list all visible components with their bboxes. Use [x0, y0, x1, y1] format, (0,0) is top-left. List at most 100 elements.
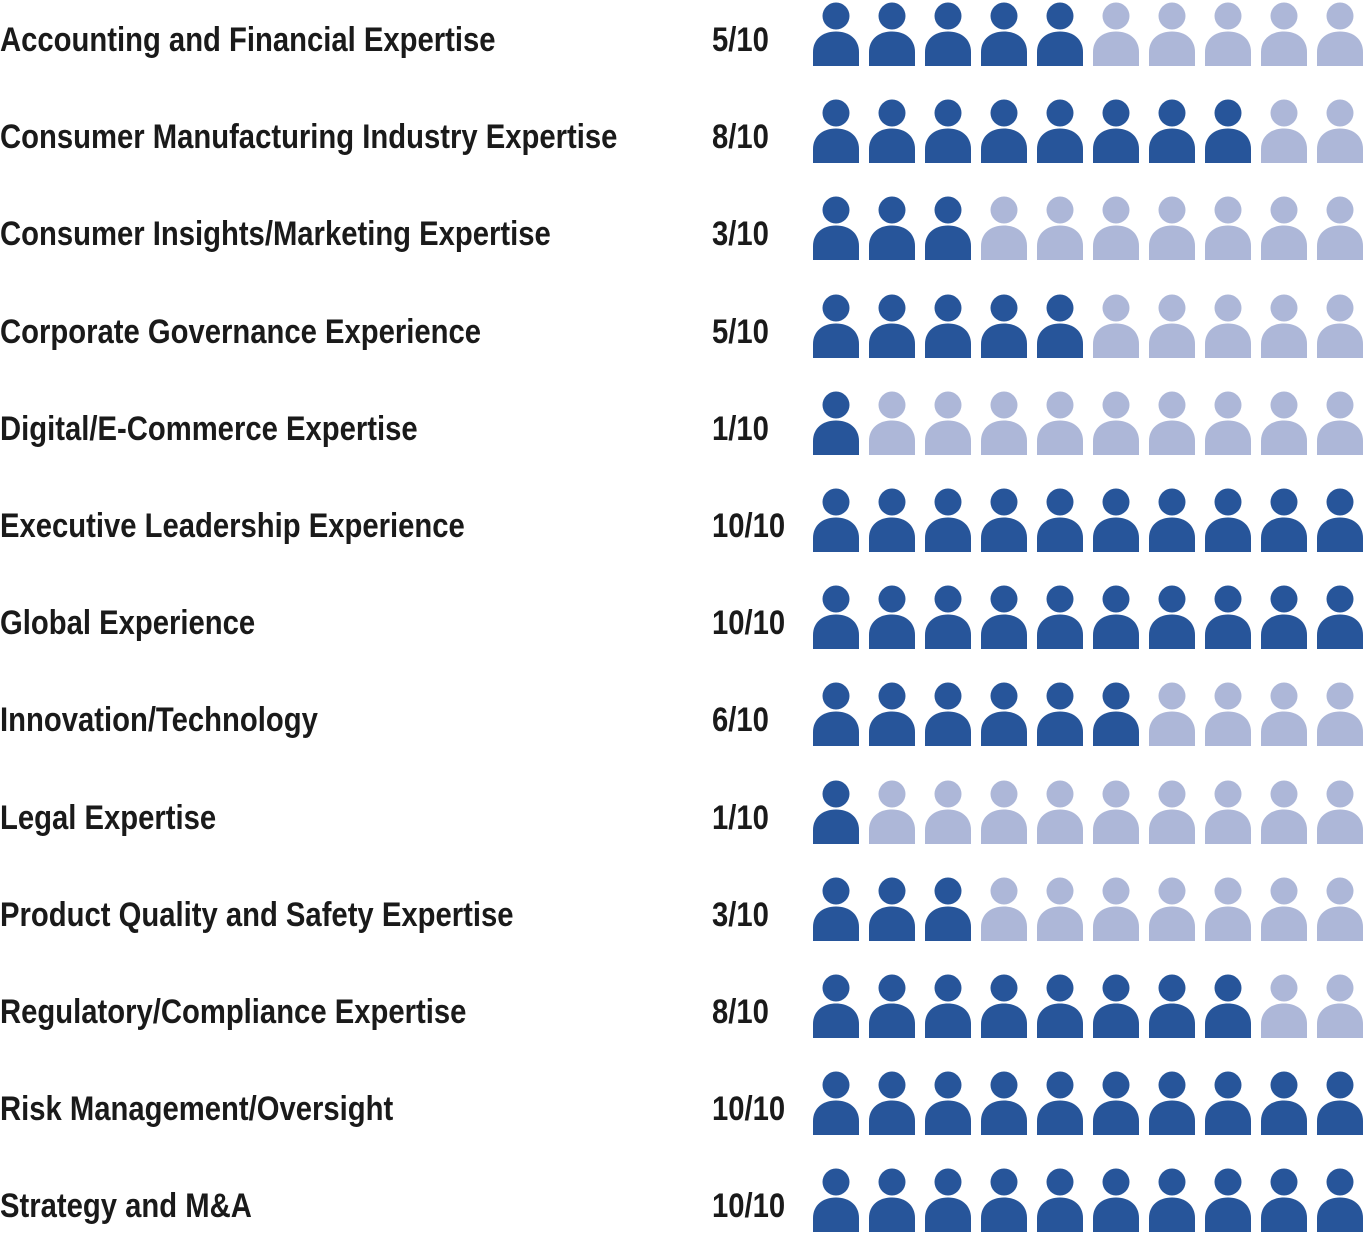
person-icon-filled: [813, 1071, 859, 1136]
person-icon-filled: [1037, 294, 1083, 358]
person-icon-filled: [1149, 488, 1195, 552]
skill-label: Accounting and Financial Expertise: [0, 21, 496, 59]
person-icon-filled: [813, 877, 859, 941]
person-icon-filled: [1317, 1071, 1363, 1136]
person-icon-filled: [1205, 1071, 1251, 1136]
person-icon-filled: [1261, 585, 1307, 650]
person-icon-filled: [981, 682, 1027, 747]
person-icon-empty: [1205, 391, 1251, 455]
person-icon-filled: [869, 1071, 915, 1136]
person-icon-filled: [869, 294, 915, 358]
person-icon-filled: [1149, 585, 1195, 650]
person-icon-filled: [813, 2, 859, 66]
count-label: 10/10: [712, 1187, 786, 1226]
person-icon-filled: [1037, 682, 1083, 747]
person-icon-filled: [813, 294, 859, 358]
person-icon-filled: [869, 877, 915, 941]
person-icon-filled: [813, 1168, 859, 1233]
person-icon-empty: [1149, 682, 1195, 747]
person-icon-empty: [1037, 780, 1083, 844]
person-icon-filled: [1093, 1071, 1139, 1136]
person-icon-filled: [925, 99, 971, 164]
count-label: 10/10: [712, 1090, 786, 1129]
person-icon-empty: [1093, 877, 1139, 941]
person-icon-filled: [1317, 488, 1363, 552]
person-icon-filled: [869, 196, 915, 261]
person-icon-empty: [1205, 294, 1251, 358]
person-icon-filled: [869, 585, 915, 650]
count-label: 1/10: [712, 409, 769, 448]
skill-label: Executive Leadership Experience: [0, 507, 465, 545]
person-icon-filled: [981, 2, 1027, 66]
person-icon-empty: [1261, 294, 1307, 358]
person-icon-filled: [1261, 488, 1307, 552]
person-icon-empty: [1037, 877, 1083, 941]
person-icon-empty: [981, 877, 1027, 941]
person-icon-filled: [1037, 1168, 1083, 1233]
person-icon-filled: [925, 294, 971, 358]
person-icon-empty: [1205, 877, 1251, 941]
person-icon-empty: [1317, 974, 1363, 1038]
person-icon-filled: [1093, 99, 1139, 164]
person-icon-filled: [1093, 488, 1139, 552]
count-label: 10/10: [712, 604, 786, 643]
skill-label: Regulatory/Compliance Expertise: [0, 993, 467, 1031]
person-icon-filled: [813, 391, 859, 455]
person-icon-empty: [1093, 2, 1139, 66]
person-icon-filled: [981, 974, 1027, 1038]
person-icon-empty: [1205, 2, 1251, 66]
person-icon-empty: [1317, 780, 1363, 844]
person-icon-empty: [1205, 780, 1251, 844]
person-icon-filled: [1205, 1168, 1251, 1233]
count-label: 8/10: [712, 118, 769, 157]
count-label: 8/10: [712, 993, 769, 1031]
person-icon-empty: [1149, 391, 1195, 455]
count-label: 5/10: [712, 312, 769, 351]
person-icon-filled: [1317, 585, 1363, 650]
person-icon-filled: [1093, 585, 1139, 650]
person-icon-empty: [1261, 99, 1307, 164]
person-icon-filled: [981, 99, 1027, 164]
person-icon-filled: [1149, 99, 1195, 164]
person-icon-empty: [925, 391, 971, 455]
person-icon-filled: [925, 877, 971, 941]
person-icon-filled: [869, 2, 915, 66]
skill-label: Corporate Governance Experience: [0, 312, 482, 351]
skill-label: Strategy and M&A: [0, 1187, 252, 1226]
person-icon-empty: [1261, 2, 1307, 66]
skill-label: Legal Expertise: [0, 798, 217, 837]
skill-label: Risk Management/Oversight: [0, 1090, 394, 1129]
person-icon-filled: [869, 1168, 915, 1233]
person-icon-filled: [813, 196, 859, 261]
person-icon-filled: [1093, 682, 1139, 747]
person-icon-filled: [1149, 974, 1195, 1038]
person-icon-filled: [1205, 99, 1251, 164]
person-icon-empty: [981, 391, 1027, 455]
person-icon-empty: [1261, 682, 1307, 747]
person-icon-filled: [1037, 585, 1083, 650]
person-icon-filled: [1037, 99, 1083, 164]
person-icon-empty: [1093, 391, 1139, 455]
person-icon-filled: [981, 488, 1027, 552]
count-label: 10/10: [712, 507, 786, 545]
person-icon-filled: [925, 1168, 971, 1233]
person-icon-filled: [813, 974, 859, 1038]
person-icon-empty: [1261, 877, 1307, 941]
skill-label: Digital/E-Commerce Expertise: [0, 409, 418, 448]
person-icon-filled: [1205, 585, 1251, 650]
person-icon-filled: [925, 2, 971, 66]
person-icon-filled: [813, 780, 859, 844]
person-icon-empty: [1149, 196, 1195, 261]
person-icon-filled: [1205, 488, 1251, 552]
count-label: 1/10: [712, 798, 769, 837]
person-icon-empty: [1317, 2, 1363, 66]
person-icon-empty: [1317, 99, 1363, 164]
person-icon-empty: [1205, 682, 1251, 747]
person-icon-filled: [1093, 1168, 1139, 1233]
person-icon-filled: [1037, 974, 1083, 1038]
person-icon-empty: [1093, 780, 1139, 844]
person-icon-filled: [1149, 1168, 1195, 1233]
skill-label: Innovation/Technology: [0, 701, 318, 740]
person-icon-filled: [869, 974, 915, 1038]
